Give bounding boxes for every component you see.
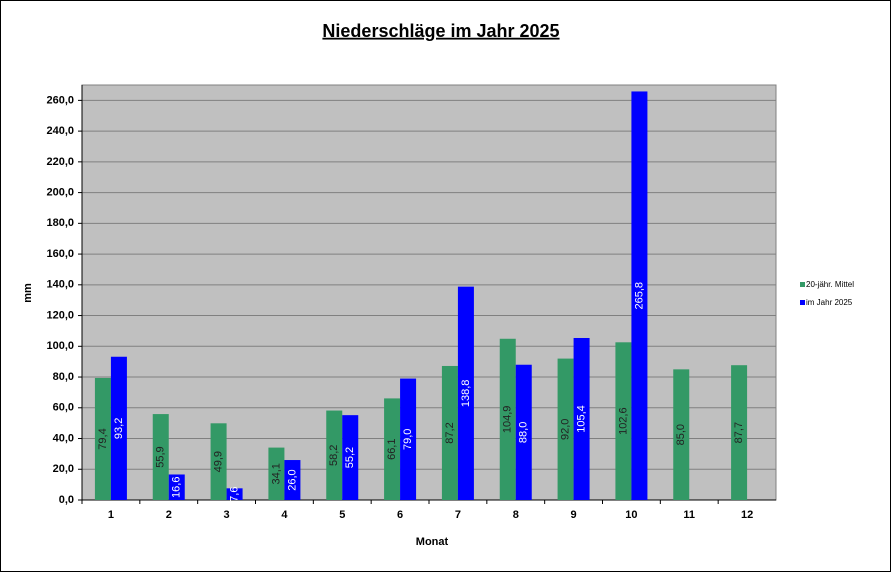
data-label: 26,0 <box>286 469 298 490</box>
y-tick-label: 20,0 <box>53 463 74 475</box>
bar <box>210 423 227 500</box>
data-label: 55,9 <box>155 446 167 467</box>
bar <box>326 410 343 500</box>
legend-swatch <box>800 282 805 287</box>
data-label: 87,7 <box>733 422 745 443</box>
bar <box>168 474 185 500</box>
bar <box>284 460 301 500</box>
bar <box>268 447 285 500</box>
data-label: 58,2 <box>328 445 340 466</box>
bar <box>384 398 401 500</box>
data-label: 79,0 <box>402 429 414 450</box>
y-tick-label: 160,0 <box>46 248 74 260</box>
x-tick-label: 8 <box>513 509 519 521</box>
bar <box>515 364 532 500</box>
y-axis-label: mm <box>22 283 34 303</box>
bar <box>110 356 127 500</box>
bar <box>152 414 169 500</box>
y-tick-label: 60,0 <box>53 402 74 414</box>
legend-label: 20-jähr. Mittel <box>806 280 854 289</box>
data-label: 92,0 <box>559 419 571 440</box>
data-label: 66,1 <box>386 438 398 459</box>
bar <box>631 91 648 500</box>
y-tick-label: 80,0 <box>53 371 74 383</box>
bar <box>441 365 458 500</box>
y-tick-label: 0,0 <box>59 494 74 506</box>
y-tick-label: 100,0 <box>46 340 74 352</box>
x-tick-label: 7 <box>455 509 461 521</box>
bar <box>557 358 574 500</box>
y-tick-label: 260,0 <box>46 94 74 106</box>
data-label: 34,1 <box>270 463 282 484</box>
bar <box>731 365 748 500</box>
data-label: 7,6 <box>228 487 240 502</box>
data-label: 16,6 <box>171 477 183 498</box>
y-tick-label: 240,0 <box>46 125 74 137</box>
x-tick-label: 1 <box>108 509 114 521</box>
x-tick-label: 6 <box>397 509 403 521</box>
bar <box>673 369 690 500</box>
data-label: 265,8 <box>633 282 645 310</box>
x-tick-label: 10 <box>625 509 637 521</box>
legend-label: im Jahr 2025 <box>806 298 853 307</box>
data-label: 102,6 <box>617 407 629 435</box>
bar <box>342 415 359 500</box>
bar <box>499 338 516 500</box>
x-tick-label: 5 <box>339 509 345 521</box>
data-label: 55,2 <box>344 447 356 468</box>
x-tick-label: 3 <box>224 509 230 521</box>
x-tick-label: 11 <box>683 509 695 521</box>
bar <box>573 337 590 500</box>
y-tick-label: 140,0 <box>46 279 74 291</box>
data-label: 93,2 <box>113 418 125 439</box>
data-label: 105,4 <box>575 405 587 433</box>
y-tick-label: 220,0 <box>46 156 74 168</box>
x-tick-label: 9 <box>571 509 577 521</box>
data-label: 79,4 <box>97 428 109 449</box>
data-label: 85,0 <box>675 424 687 445</box>
y-tick-label: 120,0 <box>46 309 74 321</box>
plot-area <box>81 84 777 501</box>
bar <box>400 378 417 500</box>
data-label: 138,8 <box>460 380 472 408</box>
bar <box>226 488 243 500</box>
data-label: 87,2 <box>444 422 456 443</box>
data-label: 49,9 <box>212 451 224 472</box>
y-tick-label: 200,0 <box>46 186 74 198</box>
bar <box>615 342 632 500</box>
bar <box>457 286 474 500</box>
data-label: 104,9 <box>502 406 514 434</box>
y-tick-label: 40,0 <box>53 432 74 444</box>
x-tick-label: 2 <box>166 509 172 521</box>
data-label: 88,0 <box>518 422 530 443</box>
x-tick-label: 4 <box>281 509 288 521</box>
bar <box>94 377 111 500</box>
legend-swatch <box>800 300 805 305</box>
y-tick-label: 180,0 <box>46 217 74 229</box>
x-axis-label: Monat <box>416 536 449 548</box>
x-tick-label: 12 <box>741 509 753 521</box>
chart-title: Niederschläge im Jahr 2025 <box>322 21 559 41</box>
